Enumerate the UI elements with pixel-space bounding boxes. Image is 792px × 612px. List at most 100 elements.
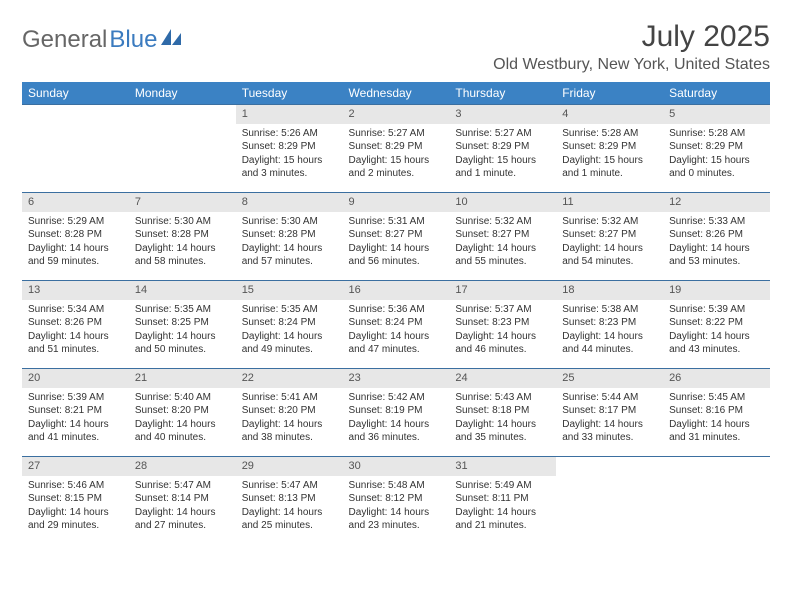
sunrise-line: Sunrise: 5:35 AM bbox=[135, 303, 230, 317]
calendar-day: 4Sunrise: 5:28 AMSunset: 8:29 PMDaylight… bbox=[556, 105, 663, 193]
calendar-day: 27Sunrise: 5:46 AMSunset: 8:15 PMDayligh… bbox=[22, 457, 129, 545]
sunrise-line: Sunrise: 5:32 AM bbox=[455, 215, 550, 229]
calendar-day: 10Sunrise: 5:32 AMSunset: 8:27 PMDayligh… bbox=[449, 193, 556, 281]
calendar-day: 25Sunrise: 5:44 AMSunset: 8:17 PMDayligh… bbox=[556, 369, 663, 457]
calendar-day: 12Sunrise: 5:33 AMSunset: 8:26 PMDayligh… bbox=[663, 193, 770, 281]
sunset-line: Sunset: 8:29 PM bbox=[349, 140, 444, 154]
sunset-line: Sunset: 8:24 PM bbox=[349, 316, 444, 330]
sunrise-line: Sunrise: 5:42 AM bbox=[349, 391, 444, 405]
day-number: 5 bbox=[663, 105, 770, 124]
sunset-line: Sunset: 8:13 PM bbox=[242, 492, 337, 506]
calendar-day: 1Sunrise: 5:26 AMSunset: 8:29 PMDaylight… bbox=[236, 105, 343, 193]
daylight-line: Daylight: 14 hours and 38 minutes. bbox=[242, 418, 337, 445]
calendar-day: 11Sunrise: 5:32 AMSunset: 8:27 PMDayligh… bbox=[556, 193, 663, 281]
calendar-empty bbox=[556, 457, 663, 545]
day-content: Sunrise: 5:28 AMSunset: 8:29 PMDaylight:… bbox=[663, 124, 770, 185]
daylight-line: Daylight: 14 hours and 55 minutes. bbox=[455, 242, 550, 269]
sunset-line: Sunset: 8:24 PM bbox=[242, 316, 337, 330]
sunset-line: Sunset: 8:18 PM bbox=[455, 404, 550, 418]
calendar-table: SundayMondayTuesdayWednesdayThursdayFrid… bbox=[22, 82, 770, 545]
day-number: 20 bbox=[22, 369, 129, 388]
daylight-line: Daylight: 15 hours and 2 minutes. bbox=[349, 154, 444, 181]
header: GeneralBlue July 2025 Old Westbury, New … bbox=[22, 20, 770, 74]
day-content: Sunrise: 5:31 AMSunset: 8:27 PMDaylight:… bbox=[343, 212, 450, 273]
day-content: Sunrise: 5:46 AMSunset: 8:15 PMDaylight:… bbox=[22, 476, 129, 537]
sunset-line: Sunset: 8:26 PM bbox=[28, 316, 123, 330]
sunrise-line: Sunrise: 5:26 AM bbox=[242, 127, 337, 141]
sunrise-line: Sunrise: 5:30 AM bbox=[242, 215, 337, 229]
brand-blue: Blue bbox=[109, 26, 157, 54]
day-content: Sunrise: 5:34 AMSunset: 8:26 PMDaylight:… bbox=[22, 300, 129, 361]
weekday-header-row: SundayMondayTuesdayWednesdayThursdayFrid… bbox=[22, 82, 770, 105]
day-number: 25 bbox=[556, 369, 663, 388]
daylight-line: Daylight: 15 hours and 1 minute. bbox=[455, 154, 550, 181]
daylight-line: Daylight: 14 hours and 21 minutes. bbox=[455, 506, 550, 533]
sunrise-line: Sunrise: 5:45 AM bbox=[669, 391, 764, 405]
sunrise-line: Sunrise: 5:47 AM bbox=[135, 479, 230, 493]
sunrise-line: Sunrise: 5:44 AM bbox=[562, 391, 657, 405]
brand-logo: GeneralBlue bbox=[22, 26, 183, 54]
sunrise-line: Sunrise: 5:48 AM bbox=[349, 479, 444, 493]
sunset-line: Sunset: 8:27 PM bbox=[562, 228, 657, 242]
sunrise-line: Sunrise: 5:43 AM bbox=[455, 391, 550, 405]
sunset-line: Sunset: 8:20 PM bbox=[242, 404, 337, 418]
daylight-line: Daylight: 14 hours and 53 minutes. bbox=[669, 242, 764, 269]
sunrise-line: Sunrise: 5:34 AM bbox=[28, 303, 123, 317]
daylight-line: Daylight: 14 hours and 29 minutes. bbox=[28, 506, 123, 533]
sunset-line: Sunset: 8:29 PM bbox=[669, 140, 764, 154]
sunrise-line: Sunrise: 5:39 AM bbox=[669, 303, 764, 317]
day-content: Sunrise: 5:26 AMSunset: 8:29 PMDaylight:… bbox=[236, 124, 343, 185]
daylight-line: Daylight: 14 hours and 35 minutes. bbox=[455, 418, 550, 445]
sunset-line: Sunset: 8:29 PM bbox=[562, 140, 657, 154]
sunset-line: Sunset: 8:26 PM bbox=[669, 228, 764, 242]
day-number: 4 bbox=[556, 105, 663, 124]
day-content: Sunrise: 5:42 AMSunset: 8:19 PMDaylight:… bbox=[343, 388, 450, 449]
sunset-line: Sunset: 8:28 PM bbox=[242, 228, 337, 242]
calendar-day: 17Sunrise: 5:37 AMSunset: 8:23 PMDayligh… bbox=[449, 281, 556, 369]
day-content: Sunrise: 5:37 AMSunset: 8:23 PMDaylight:… bbox=[449, 300, 556, 361]
sunrise-line: Sunrise: 5:36 AM bbox=[349, 303, 444, 317]
sunset-line: Sunset: 8:28 PM bbox=[28, 228, 123, 242]
sunrise-line: Sunrise: 5:28 AM bbox=[562, 127, 657, 141]
day-number: 6 bbox=[22, 193, 129, 212]
daylight-line: Daylight: 14 hours and 31 minutes. bbox=[669, 418, 764, 445]
calendar-day: 19Sunrise: 5:39 AMSunset: 8:22 PMDayligh… bbox=[663, 281, 770, 369]
day-number: 9 bbox=[343, 193, 450, 212]
daylight-line: Daylight: 14 hours and 59 minutes. bbox=[28, 242, 123, 269]
daylight-line: Daylight: 15 hours and 0 minutes. bbox=[669, 154, 764, 181]
day-number: 24 bbox=[449, 369, 556, 388]
sunrise-line: Sunrise: 5:38 AM bbox=[562, 303, 657, 317]
day-number: 11 bbox=[556, 193, 663, 212]
day-number: 12 bbox=[663, 193, 770, 212]
sunrise-line: Sunrise: 5:47 AM bbox=[242, 479, 337, 493]
day-number: 10 bbox=[449, 193, 556, 212]
weekday-header: Tuesday bbox=[236, 82, 343, 105]
daylight-line: Daylight: 14 hours and 50 minutes. bbox=[135, 330, 230, 357]
weekday-header: Wednesday bbox=[343, 82, 450, 105]
calendar-day: 3Sunrise: 5:27 AMSunset: 8:29 PMDaylight… bbox=[449, 105, 556, 193]
daylight-line: Daylight: 14 hours and 58 minutes. bbox=[135, 242, 230, 269]
daylight-line: Daylight: 14 hours and 47 minutes. bbox=[349, 330, 444, 357]
calendar-day: 6Sunrise: 5:29 AMSunset: 8:28 PMDaylight… bbox=[22, 193, 129, 281]
calendar-day: 13Sunrise: 5:34 AMSunset: 8:26 PMDayligh… bbox=[22, 281, 129, 369]
daylight-line: Daylight: 14 hours and 57 minutes. bbox=[242, 242, 337, 269]
calendar-day: 28Sunrise: 5:47 AMSunset: 8:14 PMDayligh… bbox=[129, 457, 236, 545]
calendar-row: 13Sunrise: 5:34 AMSunset: 8:26 PMDayligh… bbox=[22, 281, 770, 369]
day-content: Sunrise: 5:43 AMSunset: 8:18 PMDaylight:… bbox=[449, 388, 556, 449]
calendar-day: 5Sunrise: 5:28 AMSunset: 8:29 PMDaylight… bbox=[663, 105, 770, 193]
sunset-line: Sunset: 8:25 PM bbox=[135, 316, 230, 330]
calendar-day: 15Sunrise: 5:35 AMSunset: 8:24 PMDayligh… bbox=[236, 281, 343, 369]
sunrise-line: Sunrise: 5:46 AM bbox=[28, 479, 123, 493]
brand-general: General bbox=[22, 26, 107, 54]
sunrise-line: Sunrise: 5:27 AM bbox=[455, 127, 550, 141]
sunset-line: Sunset: 8:22 PM bbox=[669, 316, 764, 330]
daylight-line: Daylight: 14 hours and 56 minutes. bbox=[349, 242, 444, 269]
day-number: 15 bbox=[236, 281, 343, 300]
weekday-header: Sunday bbox=[22, 82, 129, 105]
sunset-line: Sunset: 8:17 PM bbox=[562, 404, 657, 418]
day-content: Sunrise: 5:30 AMSunset: 8:28 PMDaylight:… bbox=[236, 212, 343, 273]
day-number: 27 bbox=[22, 457, 129, 476]
calendar-day: 21Sunrise: 5:40 AMSunset: 8:20 PMDayligh… bbox=[129, 369, 236, 457]
calendar-day: 18Sunrise: 5:38 AMSunset: 8:23 PMDayligh… bbox=[556, 281, 663, 369]
day-number: 19 bbox=[663, 281, 770, 300]
